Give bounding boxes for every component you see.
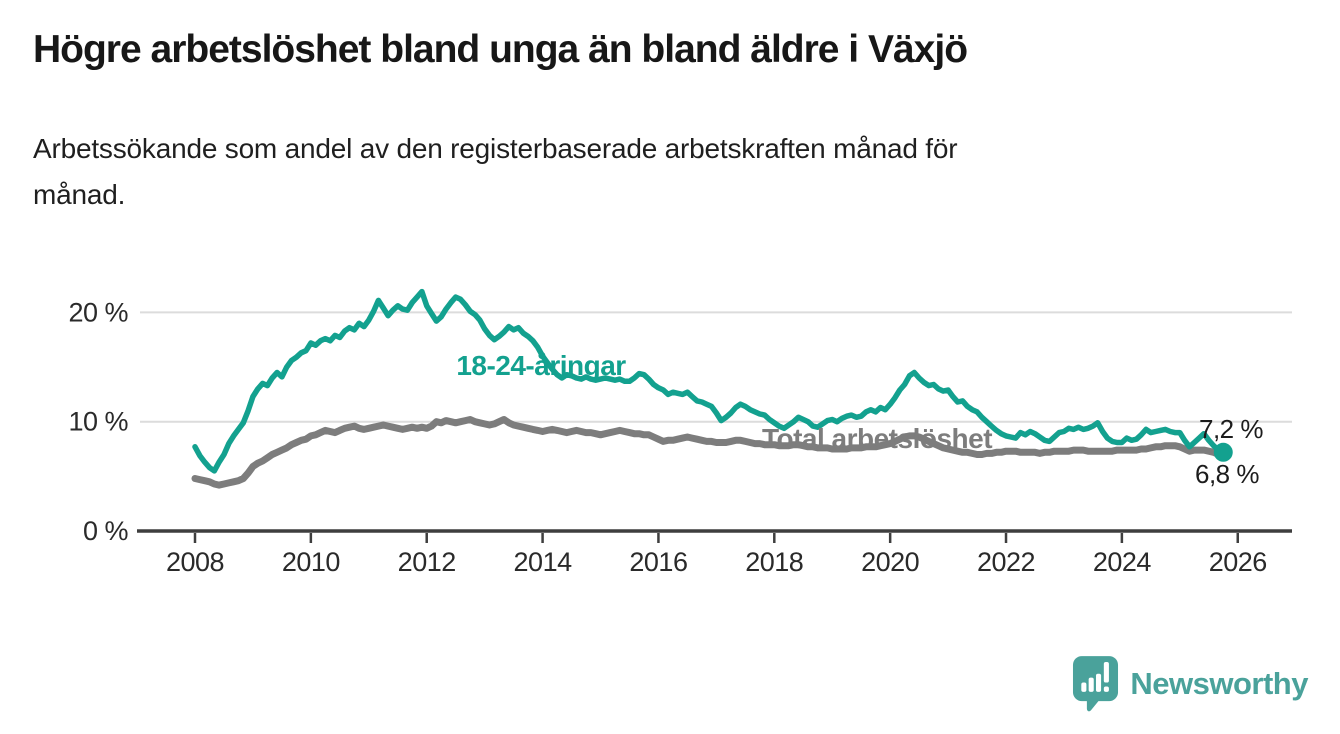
x-tick-label-2016: 2016 (629, 547, 687, 577)
chart-subtitle: Arbetssökande som andel av den registerb… (33, 126, 958, 218)
x-tick-label-2010: 2010 (282, 547, 340, 577)
x-tick-label-2012: 2012 (398, 547, 456, 577)
newsworthy-logo-text: Newsworthy (1130, 665, 1308, 701)
x-tick-label-2024: 2024 (1093, 547, 1152, 577)
chart-subtitle-line-1: Arbetssökande som andel av den registerb… (33, 133, 958, 164)
x-tick-label-2020: 2020 (861, 547, 919, 577)
end-value-label-18-24-ringar: 7,2 % (1199, 414, 1263, 444)
y-tick-label-20: 20 % (68, 297, 128, 327)
series-line-18-24-ringar (192, 288, 1227, 474)
page-title: Högre arbetslöshet bland unga än bland ä… (33, 28, 968, 71)
y-tick-label-0: 0 % (83, 516, 129, 546)
series-line-total-arbetsl-shet (191, 416, 1227, 489)
x-tick-label-2026: 2026 (1209, 547, 1267, 577)
x-tick-label-2008: 2008 (166, 547, 224, 577)
x-tick-label-2022: 2022 (977, 547, 1035, 577)
chart-subtitle-line-2: månad. (33, 179, 126, 210)
x-tick-label-2018: 2018 (745, 547, 803, 577)
y-tick-label-10: 10 % (68, 407, 128, 437)
newsworthy-logo: Newsworthy (1072, 655, 1308, 712)
series-label-total-arbetsl-shet: Total arbetslöshet (762, 423, 992, 454)
series-end-dot-18-24-ringar (1213, 442, 1233, 462)
newsworthy-speech-bubble-bar-chart-icon (1073, 656, 1119, 712)
x-tick-label-2014: 2014 (514, 547, 573, 577)
end-value-label-total-arbetsl-shet: 6,8 % (1195, 459, 1259, 489)
series-label-18-24-ringar: 18-24-åringar (456, 350, 626, 381)
